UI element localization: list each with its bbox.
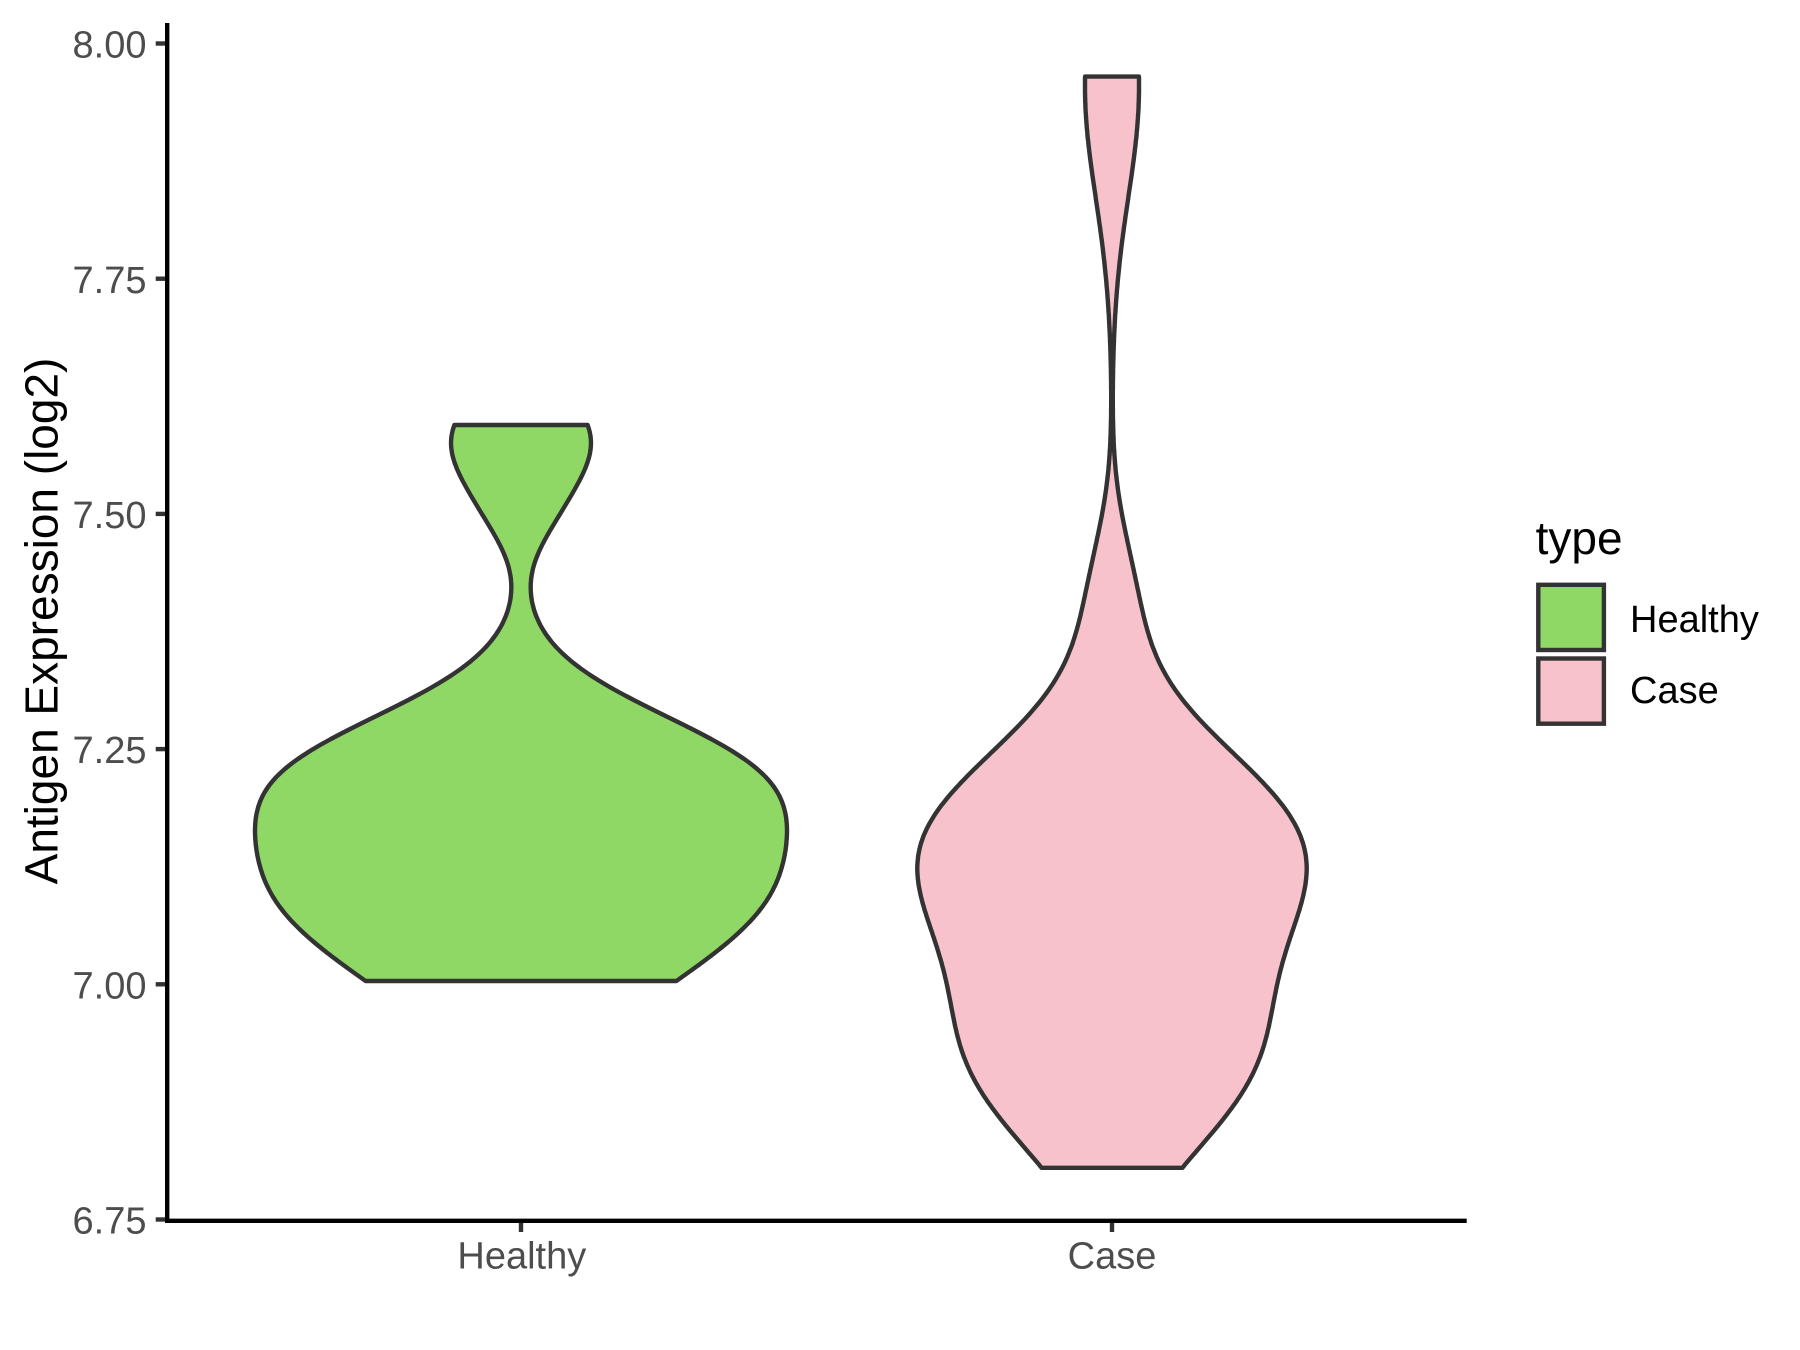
svg-text:type: type: [1536, 512, 1623, 564]
svg-text:Antigen Expression (log2): Antigen Expression (log2): [16, 358, 68, 885]
svg-text:7.75: 7.75: [73, 260, 147, 302]
svg-text:8.00: 8.00: [73, 25, 147, 67]
svg-text:Healthy: Healthy: [1630, 599, 1759, 641]
svg-text:Case: Case: [1630, 670, 1719, 712]
svg-text:7.25: 7.25: [73, 730, 147, 772]
svg-text:Healthy: Healthy: [457, 1235, 586, 1277]
svg-text:6.75: 6.75: [73, 1201, 147, 1243]
svg-text:7.50: 7.50: [73, 495, 147, 537]
svg-text:7.00: 7.00: [73, 965, 147, 1007]
svg-text:Case: Case: [1068, 1235, 1157, 1277]
